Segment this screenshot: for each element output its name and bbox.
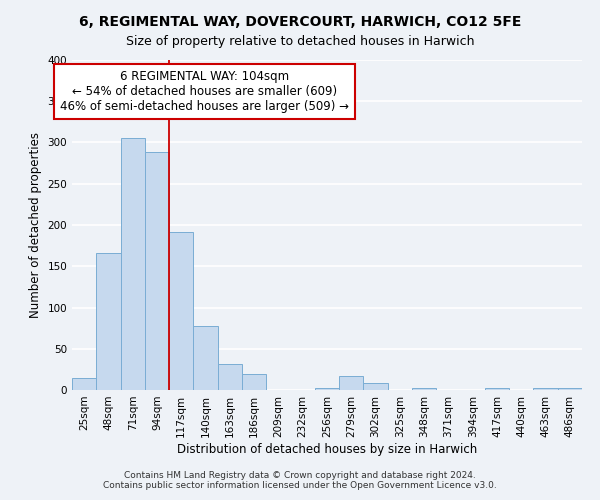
Text: Contains HM Land Registry data © Crown copyright and database right 2024.
Contai: Contains HM Land Registry data © Crown c… <box>103 470 497 490</box>
Bar <box>412 388 436 390</box>
Bar <box>558 388 582 390</box>
Bar <box>315 388 339 390</box>
Text: 6, REGIMENTAL WAY, DOVERCOURT, HARWICH, CO12 5FE: 6, REGIMENTAL WAY, DOVERCOURT, HARWICH, … <box>79 15 521 29</box>
Y-axis label: Number of detached properties: Number of detached properties <box>29 132 42 318</box>
Bar <box>145 152 169 390</box>
X-axis label: Distribution of detached houses by size in Harwich: Distribution of detached houses by size … <box>177 442 477 456</box>
Bar <box>242 374 266 390</box>
Bar <box>121 138 145 390</box>
Bar <box>533 388 558 390</box>
Bar <box>485 388 509 390</box>
Bar <box>193 326 218 390</box>
Bar <box>169 232 193 390</box>
Bar <box>364 384 388 390</box>
Bar <box>339 376 364 390</box>
Bar <box>218 364 242 390</box>
Bar <box>72 378 96 390</box>
Text: 6 REGIMENTAL WAY: 104sqm
← 54% of detached houses are smaller (609)
46% of semi-: 6 REGIMENTAL WAY: 104sqm ← 54% of detach… <box>60 70 349 113</box>
Text: Size of property relative to detached houses in Harwich: Size of property relative to detached ho… <box>126 35 474 48</box>
Bar <box>96 253 121 390</box>
